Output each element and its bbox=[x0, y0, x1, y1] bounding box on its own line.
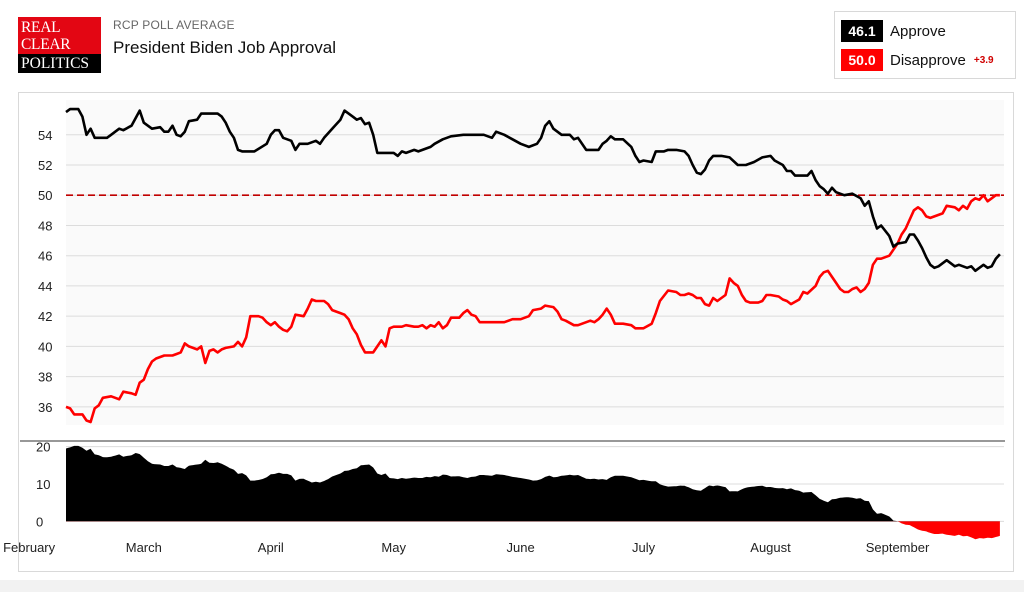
x-tick-label: April bbox=[258, 540, 284, 555]
x-tick-label: May bbox=[381, 540, 406, 555]
chart-subtitle: RCP POLL AVERAGE bbox=[113, 18, 235, 32]
series-line-approve bbox=[65, 107, 1001, 273]
y-tick-label: 48 bbox=[38, 218, 52, 233]
y-tick-label: 38 bbox=[38, 370, 52, 385]
approve-value-badge: 46.1 bbox=[841, 20, 883, 42]
y-tick-label: 46 bbox=[38, 249, 52, 264]
chart-svg[interactable]: 36 38 40 42 44 46 48 50 52 54 0 10 20 February March Ap… bbox=[0, 0, 1024, 580]
logo-black-band: POLITICS bbox=[18, 54, 101, 73]
x-tick-label: August bbox=[750, 540, 791, 555]
y-tick-label: 54 bbox=[38, 128, 52, 143]
legend: 46.1 Approve 50.0 Disapprove +3.9 bbox=[834, 11, 1016, 79]
x-tick-label: June bbox=[507, 540, 535, 555]
legend-item-disapprove[interactable]: 50.0 Disapprove +3.9 bbox=[841, 49, 994, 71]
spread-area-positive bbox=[66, 445, 1000, 522]
series-line-disapprove bbox=[65, 193, 1000, 424]
y-tick-label: 40 bbox=[38, 339, 52, 354]
logo-text: REAL CLEAR bbox=[21, 19, 71, 53]
x-tick-label: March bbox=[126, 540, 162, 555]
y-tick-label: 50 bbox=[38, 188, 52, 203]
disapprove-label: Disapprove bbox=[890, 51, 966, 69]
y-tick-label: 52 bbox=[38, 158, 52, 173]
page-background: REAL CLEAR POLITICS RCP POLL AVERAGE Pre… bbox=[0, 0, 1024, 580]
legend-item-approve[interactable]: 46.1 Approve bbox=[841, 20, 946, 42]
spread-area-negative bbox=[66, 521, 1000, 540]
disapprove-value-badge: 50.0 bbox=[841, 49, 883, 71]
spread-y-tick-label: 10 bbox=[36, 477, 50, 492]
rcp-logo[interactable]: REAL CLEAR POLITICS bbox=[18, 17, 101, 73]
disapprove-change: +3.9 bbox=[973, 54, 994, 66]
spread-y-tick-label: 0 bbox=[36, 514, 43, 529]
approve-label: Approve bbox=[890, 22, 946, 40]
x-tick-label: February bbox=[3, 540, 56, 555]
y-tick-label: 44 bbox=[38, 279, 52, 294]
x-tick-label: July bbox=[632, 540, 656, 555]
y-tick-label: 36 bbox=[38, 400, 52, 415]
logo-bottom-text: POLITICS bbox=[21, 55, 90, 72]
x-tick-label: September bbox=[866, 540, 930, 555]
spread-y-tick-label: 20 bbox=[36, 440, 50, 455]
main-plot-background bbox=[66, 100, 1004, 425]
chart-title: President Biden Job Approval bbox=[113, 38, 337, 57]
y-tick-label: 42 bbox=[38, 309, 52, 324]
